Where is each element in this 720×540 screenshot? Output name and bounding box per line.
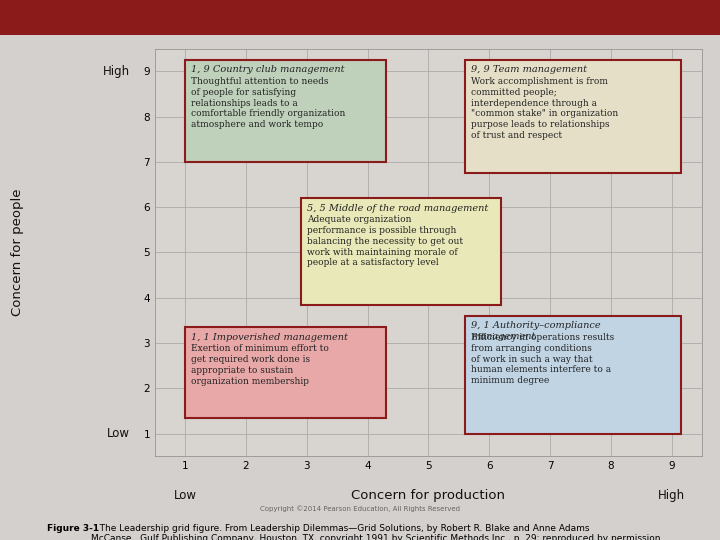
- Text: 9, 1 Authority–compliance
management: 9, 1 Authority–compliance management: [471, 321, 600, 341]
- FancyBboxPatch shape: [465, 60, 680, 173]
- Text: High: High: [102, 65, 130, 78]
- Text: The Leadership grid figure. From Leadership Dilemmas—Grid Solutions, by Robert R: The Leadership grid figure. From Leaders…: [91, 524, 661, 540]
- Text: 5, 5 Middle of the road management: 5, 5 Middle of the road management: [307, 204, 488, 213]
- Text: High: High: [658, 489, 685, 502]
- FancyBboxPatch shape: [185, 327, 386, 418]
- Text: Concern for production: Concern for production: [351, 489, 505, 502]
- Text: Efficiency in operations results
from arranging conditions
of work in such a way: Efficiency in operations results from ar…: [471, 333, 614, 385]
- Text: Adequate organization
performance is possible through
balancing the necessity to: Adequate organization performance is pos…: [307, 215, 463, 267]
- Text: Figure 3-1: Figure 3-1: [47, 524, 99, 533]
- Text: Exertion of minimum effort to
get required work done is
appropriate to sustain
o: Exertion of minimum effort to get requir…: [192, 345, 329, 386]
- Text: 1, 9 Country club management: 1, 9 Country club management: [192, 65, 345, 75]
- Text: Concern for people: Concern for people: [12, 188, 24, 316]
- Text: 1, 1 Impoverished management: 1, 1 Impoverished management: [192, 333, 348, 342]
- Text: Low: Low: [107, 427, 130, 440]
- Text: Copyright ©2014 Pearson Education, All Rights Reserved: Copyright ©2014 Pearson Education, All R…: [260, 505, 460, 511]
- Text: Low: Low: [174, 489, 197, 502]
- FancyBboxPatch shape: [301, 198, 501, 305]
- Text: Thoughtful attention to needs
of people for satisfying
relationships leads to a
: Thoughtful attention to needs of people …: [192, 77, 346, 129]
- FancyBboxPatch shape: [465, 316, 680, 434]
- FancyBboxPatch shape: [185, 60, 386, 162]
- Text: Work accomplishment is from
committed people;
interdependence through a
"common : Work accomplishment is from committed pe…: [471, 77, 618, 140]
- Text: 9, 9 Team management: 9, 9 Team management: [471, 65, 587, 75]
